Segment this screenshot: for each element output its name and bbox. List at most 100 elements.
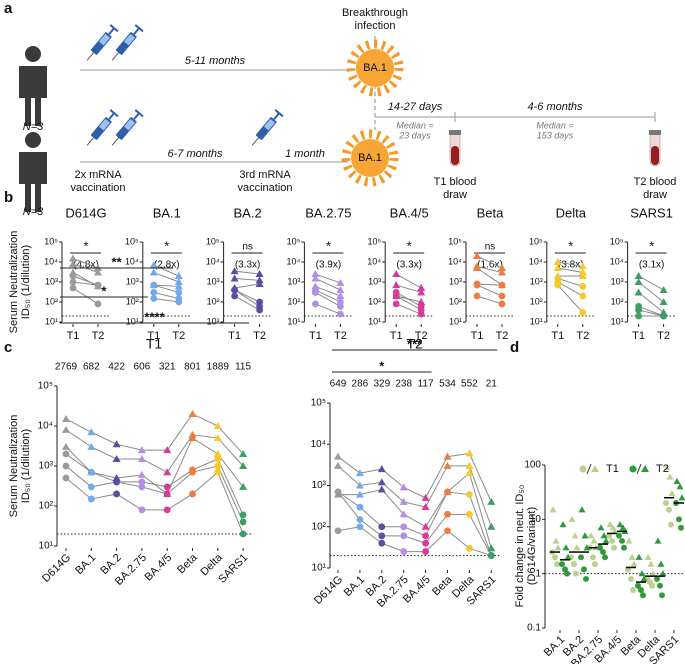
pair-line (153, 264, 179, 277)
pair-line (557, 281, 584, 297)
triangle-point (336, 291, 345, 299)
pair-line (234, 270, 260, 275)
pair-line (476, 267, 503, 286)
triangle-point (377, 465, 386, 473)
y-tick-label: 10⁴ (125, 256, 139, 266)
n-label: N=3 (23, 121, 44, 133)
triangle-point (573, 544, 581, 551)
x-tick-label: BA.4/5 (143, 552, 175, 584)
circle-point (606, 532, 612, 539)
circle-point (378, 532, 386, 540)
circle-point (619, 537, 625, 544)
triangle-point (230, 274, 239, 282)
panel-title: T2 (406, 336, 423, 352)
circle-point (62, 450, 70, 458)
circle-point (422, 532, 429, 540)
circle-point (611, 544, 617, 551)
y-tick-label: 10³ (312, 480, 327, 491)
y-tick-label: 10² (611, 296, 624, 306)
circle-point (422, 548, 429, 555)
significance: **** (144, 309, 165, 324)
triangle-point (562, 544, 570, 551)
triangle-point (421, 493, 430, 501)
pair-line (234, 283, 260, 289)
y-tick-label: 10² (449, 296, 462, 306)
panel-title: Delta (556, 205, 587, 220)
triangle-point (676, 483, 684, 490)
y-tick-label: 10¹ (126, 316, 139, 326)
legend-marker (629, 465, 637, 473)
triangle-point (239, 462, 248, 469)
circle-point (150, 281, 158, 289)
x-tick-label: T1 (67, 330, 80, 342)
circle-point (579, 309, 587, 316)
circle-point (498, 300, 506, 308)
y-tick-label: 10¹ (45, 316, 58, 326)
y-tick-label: 10³ (611, 276, 624, 286)
triangle-point (255, 276, 264, 284)
y-tick-label: 10⁴ (610, 256, 624, 266)
donor-line (65, 413, 244, 455)
y-tick-label: 10³ (368, 276, 381, 286)
pair-line (638, 275, 664, 291)
circle-point (649, 582, 655, 589)
circle-point (62, 474, 70, 482)
x-tick-label: T1 (390, 330, 403, 342)
gmt-label: 552 (461, 379, 478, 390)
circle-point (640, 592, 646, 599)
x-tick-label: BA.1 (542, 634, 567, 659)
triangle-point (628, 553, 636, 560)
y-tick-label: 10⁵ (287, 236, 301, 246)
triangle-point (188, 434, 197, 442)
triangle-point (399, 497, 408, 505)
triangle-point (630, 560, 638, 567)
triangle-point (421, 503, 430, 511)
circle-point (487, 552, 495, 559)
triangle-point (213, 449, 222, 457)
interval-label: 6-7 months (167, 148, 223, 160)
gmt-label: 422 (108, 362, 125, 373)
x-tick-label: T2 (253, 330, 266, 342)
y-tick-label: 10⁴ (367, 256, 381, 266)
triangle-point (334, 452, 342, 460)
triangle-point (583, 544, 591, 551)
circle-point (630, 587, 636, 593)
gmt-label: 2769 (55, 362, 78, 373)
triangle-point (571, 532, 579, 539)
n-label: N=3 (23, 206, 44, 218)
pair-line (638, 281, 664, 303)
pair-line (234, 295, 260, 311)
circle-point (573, 570, 579, 577)
circle-point (239, 530, 247, 538)
draw-label: draw (643, 189, 667, 201)
y-tick-label: 10³ (287, 276, 300, 286)
triangle-point (498, 264, 506, 272)
triangle-point (377, 478, 386, 486)
tube-icon (648, 129, 662, 167)
triangle-point (564, 553, 572, 560)
circle-point (138, 506, 146, 514)
fold-label: (4.8x) (73, 260, 99, 271)
fold-label: (3.9x) (316, 260, 342, 271)
pair-line (396, 303, 422, 315)
pair-line (557, 284, 584, 313)
circle-point (444, 527, 451, 535)
legend-slash (636, 463, 642, 475)
gmt-label: 321 (159, 362, 176, 373)
triangle-point (355, 490, 364, 498)
triangle-point (334, 461, 342, 469)
triangle-point (581, 532, 589, 539)
triangle-point (625, 537, 633, 544)
triangle-point (174, 282, 183, 290)
circle-point (62, 462, 70, 470)
fold-label: (3.3x) (396, 260, 422, 271)
pair-line (638, 305, 664, 317)
circle-point (163, 490, 171, 498)
dose-label: vaccination (237, 182, 292, 194)
donor-line (337, 526, 492, 557)
triangle-point (635, 553, 643, 560)
pair-line (153, 297, 179, 303)
gmt-label: 534 (439, 379, 456, 390)
y-tick-label: 10³ (530, 276, 543, 286)
y-tick-label: 10 (530, 514, 542, 525)
